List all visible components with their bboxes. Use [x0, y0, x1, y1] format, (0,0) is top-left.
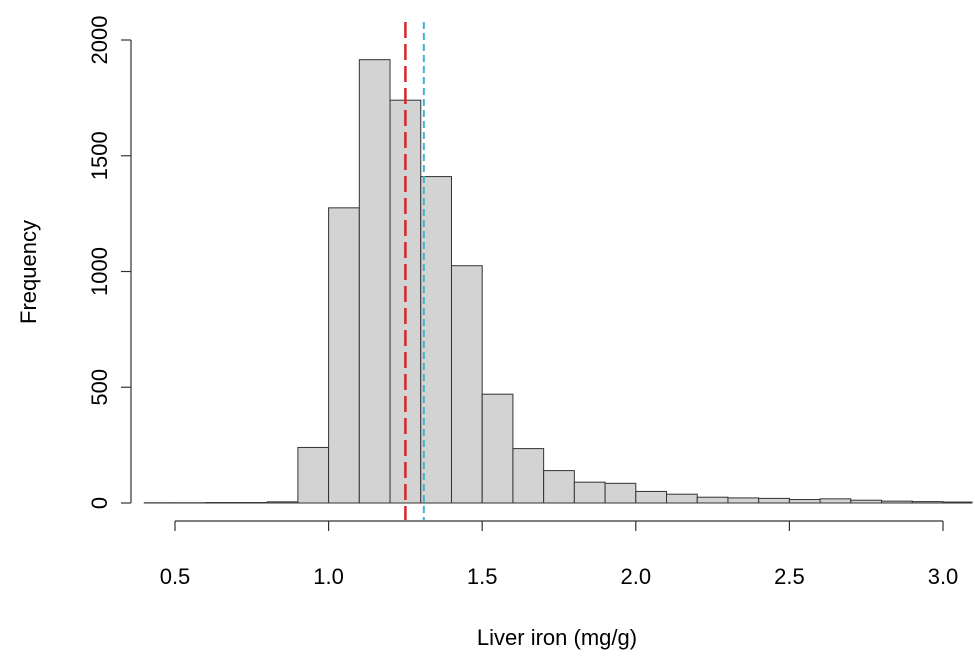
histogram-bar [696, 496, 729, 504]
x-tick-label: 0.5 [160, 564, 191, 589]
histogram-bars [143, 59, 973, 504]
histogram-bar [911, 501, 944, 504]
histogram-bar [420, 176, 452, 504]
histogram-bar [635, 490, 668, 504]
histogram-bar [819, 498, 852, 504]
histogram-bar [358, 59, 391, 504]
histogram-bar [788, 499, 821, 504]
histogram-bar [481, 393, 514, 504]
histogram-bar [666, 493, 698, 504]
y-tick-label: 2000 [87, 16, 112, 65]
histogram-bar [450, 265, 483, 504]
y-axis-title: Frequency [16, 220, 41, 324]
histogram-bar [328, 207, 360, 504]
x-tick-label: 1.0 [313, 564, 344, 589]
histogram-bar [573, 481, 606, 504]
y-tick-label: 1000 [87, 247, 112, 296]
histogram-bar [942, 501, 973, 504]
x-tick-label: 1.5 [467, 564, 498, 589]
y-tick-label: 500 [87, 369, 112, 406]
x-tick-label: 2.0 [621, 564, 652, 589]
histogram-bar [266, 501, 299, 504]
y-tick-label: 1500 [87, 131, 112, 180]
histogram-bar [727, 497, 760, 504]
x-tick-label: 3.0 [928, 564, 959, 589]
histogram-bar [850, 499, 883, 504]
histogram-bar [297, 446, 330, 504]
reference-lines [404, 22, 425, 520]
x-tick-label: 2.5 [774, 564, 805, 589]
histogram-bar [512, 448, 545, 504]
y-axis: 0 500 1000 1500 2000 [87, 16, 132, 509]
histogram-bar [758, 497, 790, 504]
x-axis-title: Liver iron (mg/g) [477, 625, 637, 650]
histogram-bar [543, 470, 575, 504]
histogram-bar [604, 482, 637, 504]
histogram-bar [881, 500, 913, 504]
x-axis: 0.5 1.0 1.5 2.0 2.5 3.0 [160, 520, 959, 589]
y-tick-label: 0 [87, 497, 112, 509]
